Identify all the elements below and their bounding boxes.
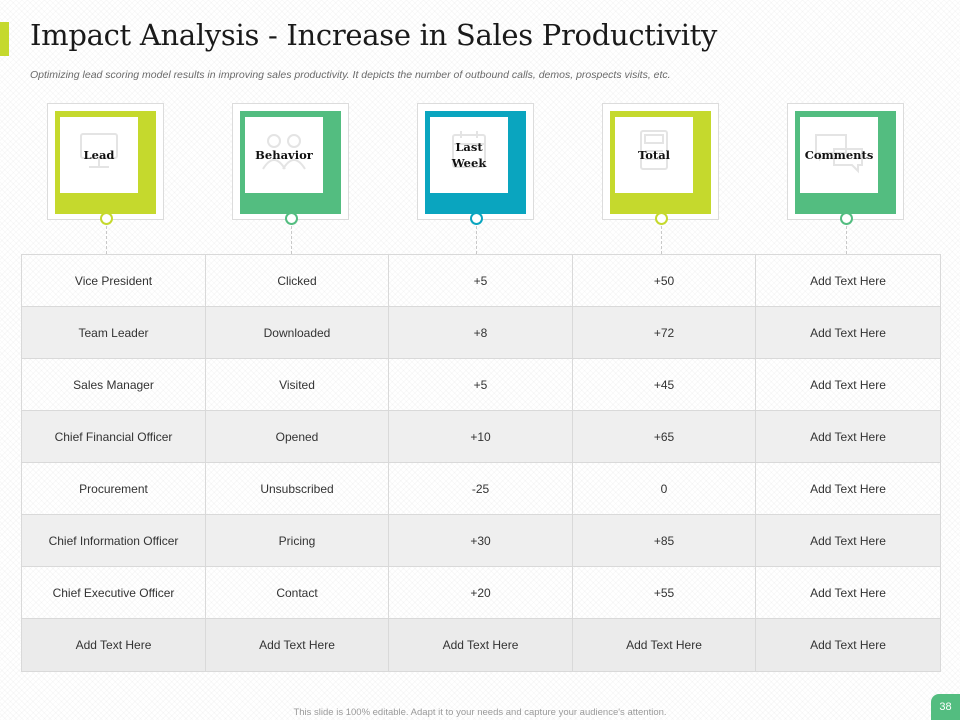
header-label-total: Total <box>637 148 671 162</box>
calculator-icon <box>640 130 668 170</box>
table-cell: Contact <box>205 566 389 619</box>
table-cell: Add Text Here <box>388 618 573 672</box>
table-cell: Chief Information Officer <box>21 514 206 567</box>
table-row: Chief Executive Officer Contact +20 +55 … <box>21 566 941 619</box>
table-cell: Unsubscribed <box>205 462 389 515</box>
connector-dot <box>100 212 113 225</box>
table-cell: -25 <box>388 462 573 515</box>
footer-note: This slide is 100% editable. Adapt it to… <box>293 707 667 718</box>
connector-dot <box>470 212 483 225</box>
table-cell: Add Text Here <box>755 514 941 567</box>
table-cell: +50 <box>572 254 756 307</box>
table-cell: +10 <box>388 410 573 463</box>
table-cell: Add Text Here <box>572 618 756 672</box>
card-inner: Comments <box>800 117 878 193</box>
card-inner: Last Week <box>430 117 508 193</box>
table-cell: Add Text Here <box>755 254 941 307</box>
table-row: Sales Manager Visited +5 +45 Add Text He… <box>21 358 941 411</box>
header-label-comments: Comments <box>804 148 874 162</box>
table-cell: Add Text Here <box>21 618 206 672</box>
table-cell: Team Leader <box>21 306 206 359</box>
table-cell: Add Text Here <box>205 618 389 672</box>
table-cell: Chief Executive Officer <box>21 566 206 619</box>
chat-bubbles-icon <box>815 134 863 174</box>
table-cell: 0 <box>572 462 756 515</box>
table-cell: Sales Manager <box>21 358 206 411</box>
connector-dot <box>840 212 853 225</box>
calendar-icon <box>452 131 486 168</box>
connector-line <box>291 226 292 254</box>
table-cell: Pricing <box>205 514 389 567</box>
people-icon <box>262 134 306 170</box>
connector-dot <box>285 212 298 225</box>
table-cell: Procurement <box>21 462 206 515</box>
table-row: Procurement Unsubscribed -25 0 Add Text … <box>21 462 941 515</box>
table-cell: +72 <box>572 306 756 359</box>
connector-line <box>106 226 107 254</box>
table-cell: Add Text Here <box>755 306 941 359</box>
card-inner: Behavior <box>245 117 323 193</box>
table-row: Chief Information Officer Pricing +30 +8… <box>21 514 941 567</box>
table-cell: Vice President <box>21 254 206 307</box>
table-row: Add Text Here Add Text Here Add Text Her… <box>21 618 941 672</box>
table-cell: +45 <box>572 358 756 411</box>
page-title: Impact Analysis - Increase in Sales Prod… <box>30 18 718 52</box>
table-cell: +20 <box>388 566 573 619</box>
table-cell: Chief Financial Officer <box>21 410 206 463</box>
header-card-comments: Comments <box>787 103 904 220</box>
page-number: 38 <box>931 694 960 720</box>
table-row: Team Leader Downloaded +8 +72 Add Text H… <box>21 306 941 359</box>
header-label-lead: Lead <box>83 148 115 162</box>
table-cell: +30 <box>388 514 573 567</box>
table-cell: +5 <box>388 358 573 411</box>
title-accent-bar <box>0 22 9 56</box>
header-card-lead: Lead <box>47 103 164 220</box>
table-cell: Add Text Here <box>755 566 941 619</box>
table-cell: +8 <box>388 306 573 359</box>
table-cell: Add Text Here <box>755 410 941 463</box>
table-cell: Downloaded <box>205 306 389 359</box>
connector-dot <box>655 212 668 225</box>
header-label-behavior: Behavior <box>255 148 313 162</box>
table-cell: Visited <box>205 358 389 411</box>
card-inner: Total <box>615 117 693 193</box>
table-cell: Clicked <box>205 254 389 307</box>
table-row: Chief Financial Officer Opened +10 +65 A… <box>21 410 941 463</box>
connector-line <box>846 226 847 254</box>
impact-table: Vice President Clicked +5 +50 Add Text H… <box>21 254 941 672</box>
table-row: Vice President Clicked +5 +50 Add Text H… <box>21 254 941 307</box>
connector-line <box>661 226 662 254</box>
header-card-behavior: Behavior <box>232 103 349 220</box>
page-subtitle: Optimizing lead scoring model results in… <box>30 69 671 81</box>
table-cell: +65 <box>572 410 756 463</box>
table-cell: +85 <box>572 514 756 567</box>
table-cell: Add Text Here <box>755 618 941 672</box>
table-cell: +55 <box>572 566 756 619</box>
header-card-total: Total <box>602 103 719 220</box>
connector-line <box>476 226 477 254</box>
table-cell: Add Text Here <box>755 358 941 411</box>
header-card-last-week: Last Week <box>417 103 534 220</box>
header-label-last-week: Last Week <box>451 140 487 170</box>
table-cell: Add Text Here <box>755 462 941 515</box>
table-cell: +5 <box>388 254 573 307</box>
card-inner: Lead <box>60 117 138 193</box>
monitor-icon <box>80 133 118 168</box>
table-cell: Opened <box>205 410 389 463</box>
